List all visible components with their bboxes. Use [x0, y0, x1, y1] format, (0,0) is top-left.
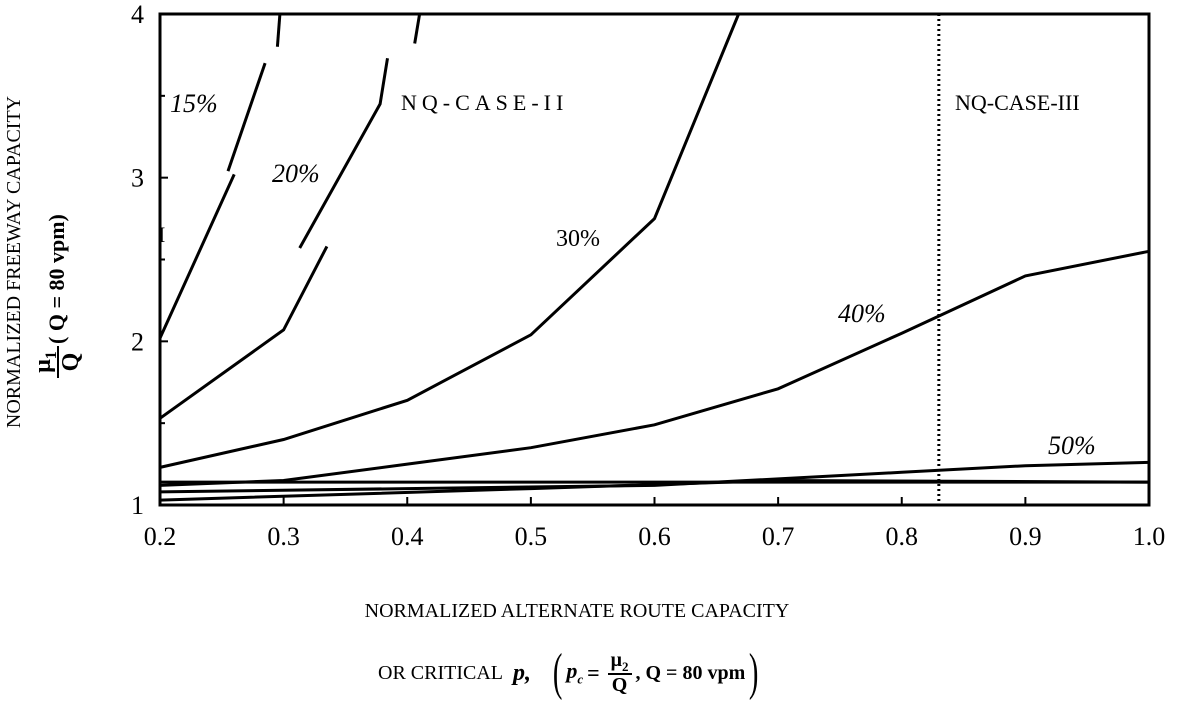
x-label-suffix: , Q = 80 vpm [635, 661, 746, 684]
x-frac-den: Q [611, 674, 628, 697]
y-frac-num-sub: 1 [43, 351, 60, 359]
y-frac-num: μ [30, 359, 56, 373]
x-axis-label-line2: OR CRITICAL p, ( pc = μ2 Q , Q = 80 vpm … [378, 640, 763, 706]
x-tick-label: 0.6 [638, 522, 671, 551]
series-line-6-seg-0 [159, 478, 1150, 502]
x-tick-label: 1.0 [1133, 522, 1166, 551]
x-axis-label-line1: NORMALIZED ALTERNATE ROUTE CAPACITY [364, 600, 790, 622]
x-label-frac: μ2 Q [607, 648, 632, 697]
series-line-0-seg-0 [158, 173, 236, 339]
y-axis-label-formula: μ1 Q ( Q = 80 vpm) [30, 214, 84, 378]
x-tick-label: 0.4 [391, 522, 424, 551]
x-label-prefix: OR CRITICAL [378, 661, 503, 684]
y-axis-label-rest: ( Q = 80 vpm) [44, 214, 69, 344]
x-frac-num-sub: 2 [622, 658, 629, 674]
series-line-1-seg-0 [159, 245, 329, 420]
left-paren: ( [552, 644, 563, 701]
series-line-0-seg-2 [275, 13, 282, 47]
series-line-2-seg-0 [159, 13, 740, 469]
x-tick-label: 0.5 [515, 522, 548, 551]
x-label-pc-sub: c [577, 671, 584, 687]
label-40: 40% [838, 299, 886, 328]
x-tick-label: 0.2 [144, 522, 177, 551]
region-label-i: I [158, 222, 165, 247]
x-label-p: p, [513, 659, 531, 686]
x-frac-num: μ [610, 648, 622, 671]
y-tick-label: 3 [131, 164, 144, 193]
series-line-1-seg-1 [298, 57, 389, 249]
y-axis-label-top: NORMALIZED FREEWAY CAPACITY [3, 96, 25, 428]
series-line-3-seg-0 [159, 249, 1150, 487]
x-tick-label: 0.7 [762, 522, 795, 551]
region-label-nq-case-iii: NQ-CASE-III [955, 90, 1080, 115]
right-paren: ) [749, 644, 759, 701]
y-frac-den: Q [58, 353, 84, 372]
series-line-0-seg-1 [226, 62, 267, 172]
x-label-eq: = [587, 660, 600, 685]
label-15: 15% [170, 89, 218, 118]
series-line-1-seg-2 [413, 13, 422, 44]
label-30: 30% [556, 226, 600, 252]
y-tick-label: 2 [131, 327, 144, 356]
region-label-nq-case-ii: NQ-CASE-II [401, 90, 568, 115]
x-tick-label: 0.8 [886, 522, 919, 551]
x-tick-label: 0.9 [1009, 522, 1042, 551]
series-line-4-seg-0 [159, 460, 1150, 494]
x-label-pc: p [566, 658, 578, 684]
y-tick-label: 1 [131, 491, 144, 520]
y-tick-label: 4 [131, 0, 144, 29]
label-50: 50% [1048, 431, 1096, 460]
label-20: 20% [272, 159, 320, 188]
x-tick-label: 0.3 [267, 522, 300, 551]
svg-text:μ1: μ1 [30, 351, 60, 373]
